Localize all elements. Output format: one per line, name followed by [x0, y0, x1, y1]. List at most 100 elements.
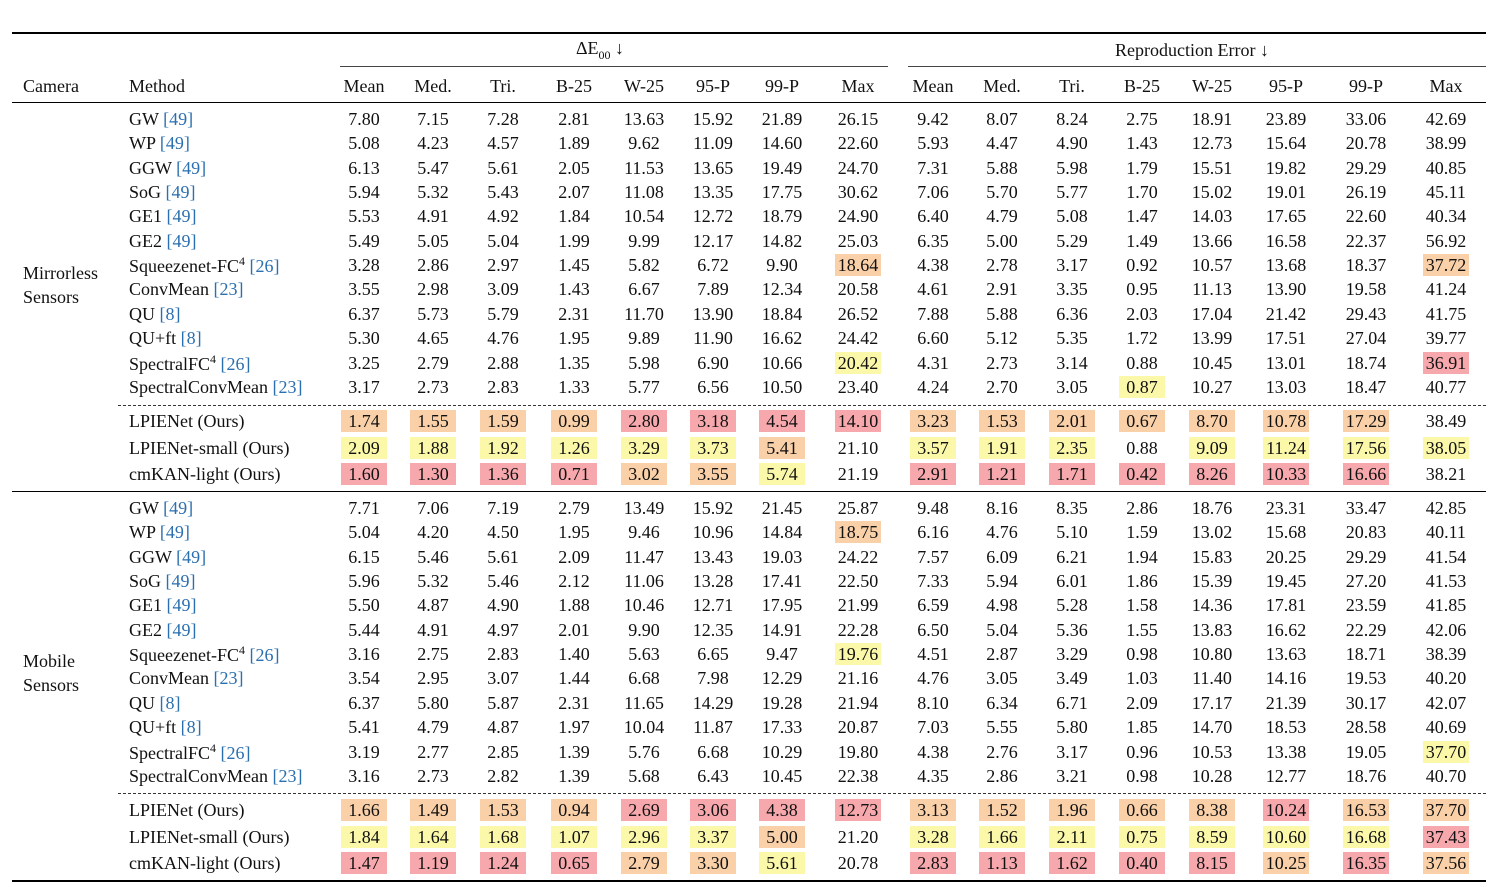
value-cell: 1.97 — [558, 717, 590, 738]
value-cell: 1.74 — [348, 411, 380, 431]
value-cell: 2.81 — [558, 109, 590, 129]
value-cell: 10.54 — [623, 206, 665, 227]
value-cell: 9.42 — [917, 109, 949, 129]
value-cell: 3.29 — [628, 437, 660, 458]
value-cell: 2.03 — [1126, 303, 1158, 324]
highlight — [1343, 799, 1389, 821]
value-cell: 1.85 — [1126, 717, 1158, 738]
method-cell: GE2 [49] — [129, 621, 197, 639]
method-name: LPIENet (Ours) — [129, 411, 245, 431]
camera-label: Sensors — [23, 675, 80, 695]
value-cell: 26.19 — [1345, 182, 1387, 203]
value-cell: 3.17 — [348, 376, 380, 397]
highlight — [1423, 825, 1469, 848]
value-cell: 18.76 — [1191, 498, 1233, 518]
value-cell: 5.98 — [628, 352, 660, 373]
value-cell: 17.04 — [1191, 303, 1233, 324]
value-cell: 40.11 — [1426, 522, 1466, 543]
method-cell: QU [8] — [129, 305, 181, 323]
value-cell: 5.47 — [417, 157, 449, 178]
highlight — [1423, 799, 1469, 821]
value-cell: 4.31 — [917, 352, 949, 373]
value-cell: 2.95 — [417, 668, 449, 689]
value-cell: 10.33 — [1265, 464, 1307, 484]
value-cell: 29.29 — [1345, 157, 1387, 178]
value-cell: 22.29 — [1345, 619, 1387, 640]
method-name: QU — [129, 303, 155, 324]
highlight — [835, 521, 881, 544]
value-cell: 6.43 — [697, 765, 729, 786]
value-cell: 4.57 — [487, 133, 519, 154]
value-cell: 38.99 — [1425, 133, 1467, 154]
method-name: SpectralFC — [129, 742, 210, 763]
value-cell: 6.60 — [917, 328, 949, 349]
value-cell: 5.43 — [487, 182, 519, 203]
value-cell: 13.02 — [1191, 522, 1233, 543]
value-cell: 19.03 — [761, 546, 803, 567]
value-cell: 17.81 — [1265, 595, 1307, 616]
highlight — [621, 799, 667, 821]
value-cell: 1.55 — [1126, 619, 1158, 640]
highlight — [551, 463, 597, 485]
value-cell: 7.88 — [917, 303, 949, 324]
header-rule — [12, 102, 1486, 103]
value-cell: 4.90 — [1056, 133, 1088, 154]
value-cell: 5.74 — [766, 464, 798, 484]
value-cell: 14.70 — [1191, 717, 1233, 738]
value-cell: 7.80 — [348, 109, 380, 129]
value-cell: 1.95 — [558, 328, 590, 349]
highlight — [551, 410, 597, 432]
highlight — [1189, 852, 1235, 874]
citation: [23] — [272, 376, 303, 397]
value-cell: 38.21 — [1425, 464, 1467, 484]
value-cell: 3.16 — [348, 644, 380, 665]
value-cell: 5.79 — [487, 303, 519, 324]
method-name: SpectralConvMean — [129, 376, 268, 397]
highlight — [1119, 799, 1165, 821]
value-cell: 20.83 — [1345, 522, 1387, 543]
method-name: LPIENet-small (Ours) — [129, 826, 290, 847]
highlight — [690, 436, 736, 459]
value-cell: 14.60 — [761, 133, 803, 154]
value-cell: 21.39 — [1265, 692, 1307, 713]
value-cell: 11.70 — [624, 303, 664, 324]
value-cell: 21.10 — [837, 437, 879, 458]
value-cell: 33.47 — [1345, 498, 1387, 518]
value-cell: 1.40 — [558, 644, 590, 665]
value-cell: 7.19 — [487, 498, 519, 518]
citation: [49] — [166, 230, 197, 251]
column-header: Mean — [343, 76, 385, 96]
value-cell: 2.75 — [1126, 109, 1158, 129]
value-cell: 13.63 — [623, 109, 665, 129]
highlight — [1189, 825, 1235, 848]
value-cell: 6.68 — [697, 741, 729, 762]
value-cell: 10.53 — [1191, 741, 1233, 762]
value-cell: 11.08 — [624, 182, 664, 203]
value-cell: 10.50 — [761, 376, 803, 397]
value-cell: 7.89 — [697, 279, 729, 300]
section-rule — [12, 491, 1486, 492]
value-cell: 1.39 — [558, 765, 590, 786]
highlight — [979, 799, 1025, 821]
value-cell: 1.79 — [1126, 157, 1158, 178]
value-cell: 0.98 — [1126, 644, 1158, 665]
value-cell: 1.13 — [986, 853, 1018, 873]
highlight — [551, 825, 597, 848]
highlight — [1049, 463, 1095, 485]
value-cell: 13.99 — [1191, 328, 1233, 349]
value-cell: 21.89 — [761, 109, 803, 129]
highlight — [910, 852, 956, 874]
value-cell: 1.89 — [558, 133, 590, 154]
value-cell: 20.58 — [837, 279, 879, 300]
value-cell: 9.48 — [917, 498, 949, 518]
value-cell: 0.94 — [558, 800, 590, 820]
value-cell: 0.99 — [558, 411, 590, 431]
value-cell: 2.70 — [986, 376, 1018, 397]
highlight — [835, 351, 881, 374]
method-name: GE1 — [129, 206, 162, 227]
value-cell: 5.70 — [986, 182, 1018, 203]
highlight — [410, 852, 456, 874]
value-cell: 2.73 — [986, 352, 1018, 373]
method-cell: GE1 [49] — [129, 596, 197, 614]
value-cell: 6.16 — [917, 522, 949, 543]
